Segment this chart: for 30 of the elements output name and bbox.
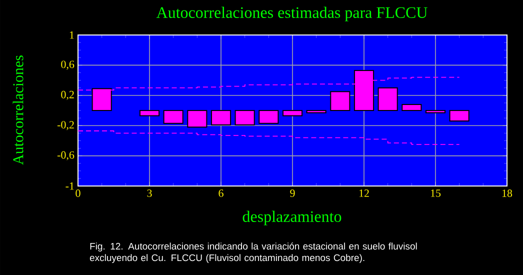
bar xyxy=(187,110,208,128)
bar xyxy=(234,110,255,126)
bar xyxy=(210,110,232,126)
y-tick-label: 0,6 xyxy=(61,60,74,70)
bar xyxy=(425,110,446,114)
bar xyxy=(163,110,184,124)
bar xyxy=(306,110,326,114)
y-tick-label: -0,6 xyxy=(57,151,74,160)
bar xyxy=(139,110,160,116)
caption: Fig. 12. Autocorrelaciones indicando la variación estacional en suelo fluvisol excluyendo el Cu. FLCCU (Fluvisol contaminado menos Cobre). xyxy=(90,242,417,263)
bar xyxy=(378,87,398,111)
x-tick-label: 9 xyxy=(290,190,295,197)
x-tick-label: 18 xyxy=(502,190,512,197)
y-tick-label: -1 xyxy=(66,182,74,190)
y-tick-label: -0,2 xyxy=(57,121,74,130)
chart-title: Autocorrelaciones estimadas para FLCCU xyxy=(156,6,428,22)
bar xyxy=(282,110,303,116)
bar xyxy=(402,104,422,111)
bar xyxy=(258,110,279,124)
y-axis-title: Autocorrelaciones xyxy=(12,56,24,165)
x-tick-label: 15 xyxy=(430,190,441,197)
x-tick-label: 0 xyxy=(76,190,80,197)
x-tick-label: 6 xyxy=(218,190,224,197)
y-tick-label: 1 xyxy=(70,31,74,39)
x-tick-label: 12 xyxy=(359,190,369,197)
x-tick-label: 3 xyxy=(147,190,152,197)
y-tick-label: 0,2 xyxy=(61,90,74,100)
x-axis-title: desplazamiento xyxy=(242,210,342,226)
bar xyxy=(449,110,470,122)
bar xyxy=(330,91,350,111)
